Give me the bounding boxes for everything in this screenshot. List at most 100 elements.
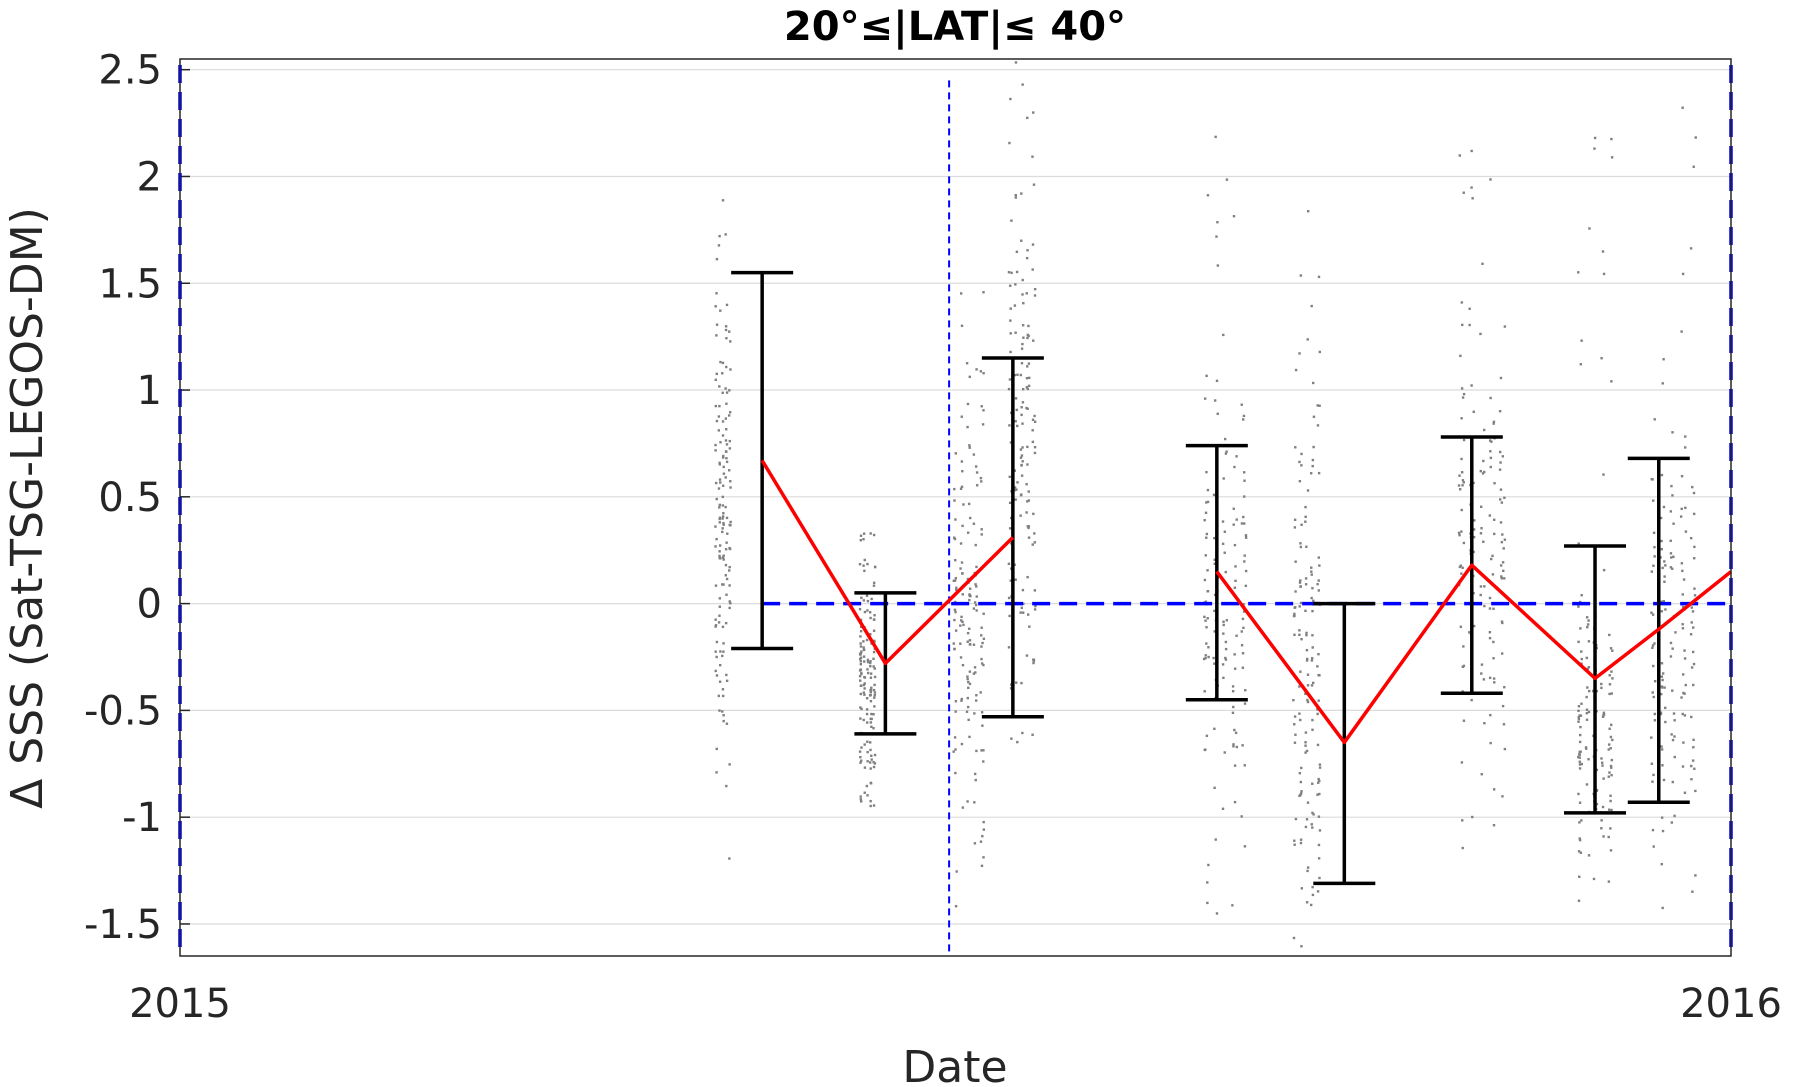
scatter-point (952, 536, 956, 539)
scatter-point (1693, 767, 1696, 770)
scatter-point (1008, 527, 1012, 530)
scatter-point (1242, 610, 1246, 613)
scatter-point (1664, 564, 1667, 567)
scatter-point (972, 522, 976, 525)
scatter-point (1025, 483, 1028, 486)
scatter-point (1462, 719, 1466, 722)
scatter-point (1311, 681, 1315, 685)
scatter-point (1317, 589, 1320, 592)
scatter-point (1233, 800, 1237, 804)
scatter-point (872, 629, 876, 632)
scatter-point (1225, 178, 1229, 181)
scatter-point (1026, 387, 1029, 391)
scatter-point (1019, 373, 1023, 377)
scatter-point (1243, 554, 1246, 557)
scatter-point (980, 626, 983, 629)
scatter-point (1312, 813, 1315, 816)
scatter-point (1459, 564, 1463, 567)
scatter-point (1009, 307, 1012, 310)
scatter-point (1578, 837, 1581, 840)
scatter-point (1610, 808, 1613, 812)
scatter-point (1500, 620, 1504, 623)
scatter-point (1317, 275, 1321, 279)
scatter-point (726, 532, 729, 535)
scatter-point (1578, 767, 1582, 770)
scatter-point (869, 699, 873, 703)
scatter-point (1503, 747, 1507, 751)
scatter-point (1472, 624, 1476, 628)
scatter-point (1232, 743, 1235, 746)
scatter-point (863, 693, 866, 696)
scatter-point (968, 627, 971, 630)
scatter-point (718, 544, 722, 547)
scatter-point (975, 585, 978, 588)
y-tick-labels: -1.5 -1 -0.5 0 0.5 1 1.5 2 2.5 (84, 48, 162, 948)
scatter-point (1659, 556, 1662, 559)
scatter-point (1585, 718, 1589, 721)
scatter-point (953, 537, 957, 541)
scatter-point (721, 391, 724, 395)
scatter-point (1033, 414, 1036, 418)
scatter-point (1493, 681, 1496, 684)
scatter-point (722, 650, 725, 653)
scatter-point (1306, 698, 1309, 702)
scatter-point (979, 840, 983, 843)
scatter-point (1205, 374, 1208, 378)
scatter-point (1212, 493, 1216, 497)
scatter-point (1664, 720, 1667, 724)
scatter-point (975, 694, 978, 697)
scatter-point (982, 749, 985, 752)
scatter-point (1298, 633, 1301, 637)
scatter-point (973, 842, 977, 845)
scatter-point (715, 537, 718, 541)
scatter-point (1318, 829, 1322, 832)
scatter-point (1317, 699, 1320, 702)
chart-title: 20°≤|LAT|≤ 40° (784, 4, 1126, 51)
scatter-point (725, 516, 729, 520)
scatter-point (860, 596, 863, 600)
scatter-point (954, 452, 958, 455)
scatter-point (1243, 522, 1246, 525)
scatter-point (728, 584, 731, 587)
scatter-point (1298, 581, 1302, 584)
scatter-point (1683, 657, 1687, 660)
scatter-point (728, 565, 731, 569)
scatter-point (968, 375, 971, 379)
scatter-point (962, 503, 965, 506)
scatter-point (1482, 540, 1485, 543)
scatter-point (1679, 515, 1683, 518)
scatter-point (1304, 609, 1307, 613)
scatter-point (1298, 605, 1301, 608)
scatter-point (1577, 716, 1580, 719)
scatter-point (1021, 460, 1024, 463)
scatter-point (1223, 751, 1226, 754)
scatter-point (1215, 235, 1218, 238)
scatter-point (1243, 479, 1246, 482)
scatter-point (729, 520, 732, 524)
scatter-point (863, 558, 866, 562)
scatter-point (719, 650, 722, 653)
scatter-point (953, 608, 957, 611)
y-tick-label: 1 (137, 368, 162, 414)
scatter-point (1461, 690, 1464, 693)
scatter-point (1216, 221, 1219, 224)
scatter-point (1032, 111, 1035, 114)
scatter-point (1662, 358, 1665, 361)
scatter-point (1601, 764, 1604, 767)
scatter-point (1499, 376, 1503, 380)
scatter-point (714, 378, 717, 382)
scatter-point (725, 679, 729, 682)
scatter-point (1580, 819, 1583, 822)
scatter-point (1015, 250, 1019, 254)
scatter-point (1203, 578, 1207, 582)
scatter-point (1212, 656, 1215, 660)
y-tick-label: 0.5 (98, 475, 162, 521)
scatter-point (1299, 601, 1303, 605)
scatter-point (721, 199, 725, 202)
scatter-point (869, 717, 872, 721)
scatter-point (1479, 585, 1483, 588)
scatter-point (1610, 692, 1613, 695)
scatter-point (1500, 577, 1504, 580)
scatter-point (718, 614, 721, 617)
scatter-point (1690, 621, 1693, 624)
